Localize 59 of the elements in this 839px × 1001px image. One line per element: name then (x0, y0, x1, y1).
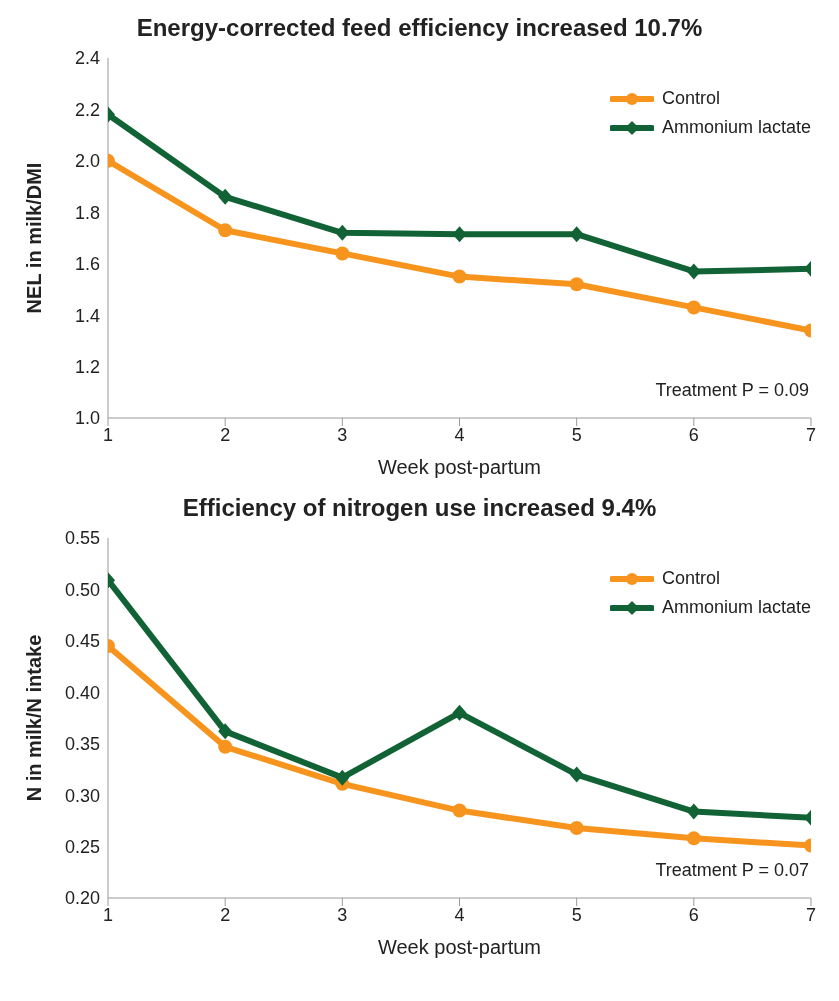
y-tick-label: 2.4 (74, 48, 100, 69)
point (686, 300, 701, 315)
point (218, 739, 233, 754)
x-tick-label: 4 (454, 904, 465, 925)
annotation: Treatment P = 0.07 (655, 860, 809, 881)
y-axis-title: NEL in milk/DMI (23, 162, 46, 314)
point (686, 263, 701, 280)
chart-title: Efficiency of nitrogen use increased 9.4% (181, 493, 658, 523)
point (218, 188, 233, 205)
point (452, 704, 467, 721)
point (686, 831, 701, 846)
y-tick-label: 2.2 (74, 99, 100, 120)
y-tick-label: 1.8 (74, 202, 100, 223)
point (569, 821, 584, 836)
y-tick-label: 0.30 (64, 785, 100, 806)
x-tick-label: 6 (688, 424, 699, 445)
legend-label: Control (661, 88, 720, 109)
x-axis-title: Week post-partum (377, 936, 542, 958)
x-tick-label: 1 (102, 424, 114, 445)
point (218, 723, 233, 740)
point (335, 246, 350, 261)
x-tick-label: 7 (805, 424, 817, 445)
x-tick-label: 1 (102, 904, 114, 925)
y-tick-label: 1.4 (74, 305, 100, 326)
x-tick-label: 2 (220, 424, 231, 445)
legend-label: Ammonium lactate (661, 597, 811, 618)
y-tick-label: 1.0 (74, 408, 100, 429)
y-tick-label: 0.25 (64, 836, 100, 857)
y-tick-label: 2.0 (74, 151, 100, 172)
point (335, 769, 350, 786)
point (452, 226, 467, 243)
y-tick-label: 0.35 (64, 734, 100, 755)
y-tick-label: 0.20 (64, 888, 100, 909)
legend-label: Ammonium lactate (661, 117, 811, 138)
x-tick-label: 2 (220, 904, 231, 925)
y-tick-label: 0.45 (64, 631, 100, 652)
legend-label: Control (661, 568, 720, 589)
y-tick-label: 0.50 (64, 579, 100, 600)
y-tick-label: 0.40 (64, 682, 100, 703)
point (452, 803, 467, 818)
x-tick-label: 7 (805, 904, 817, 925)
x-axis-title: Week post-partum (377, 456, 542, 478)
x-tick-label: 3 (337, 424, 348, 445)
x-tick-label: 5 (571, 424, 582, 445)
point (452, 269, 467, 284)
x-tick-label: 4 (454, 424, 465, 445)
point (569, 766, 584, 783)
y-axis-title: N in milk/N intake (23, 634, 46, 802)
x-tick-label: 5 (571, 904, 582, 925)
annotation: Treatment P = 0.09 (655, 380, 809, 401)
point (686, 803, 701, 820)
point (218, 223, 233, 238)
chart-title: Energy-corrected feed efficiency increased 10.7% (135, 13, 704, 43)
y-tick-label: 1.2 (74, 356, 100, 377)
y-tick-label: 1.6 (74, 254, 100, 275)
x-tick-label: 6 (688, 904, 699, 925)
point (569, 277, 584, 292)
x-tick-label: 3 (337, 904, 348, 925)
y-tick-label: 0.55 (64, 528, 100, 549)
